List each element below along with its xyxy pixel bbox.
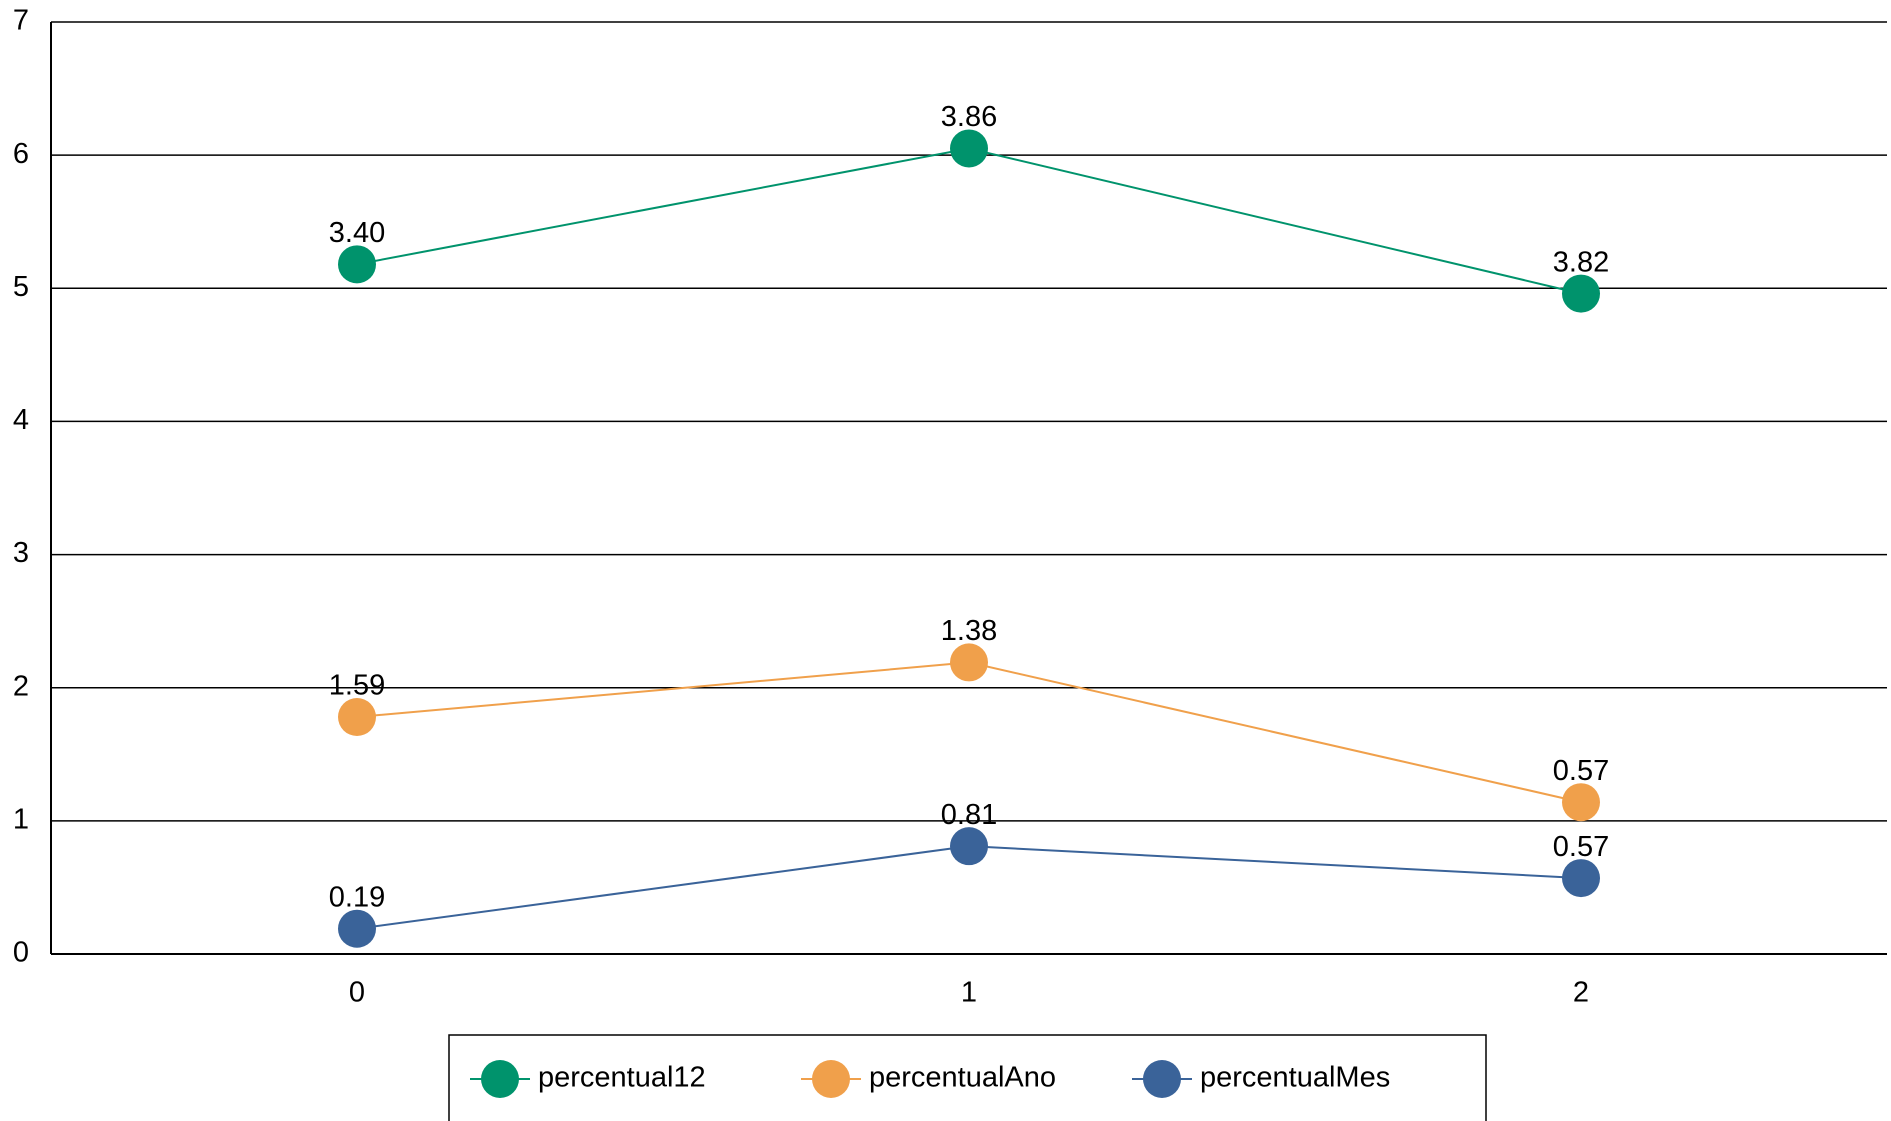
y-tick-label: 3 — [13, 537, 29, 569]
x-tick-label: 1 — [961, 977, 977, 1009]
y-tick-label: 6 — [13, 138, 29, 170]
legend-label: percentual12 — [538, 1062, 706, 1094]
marker — [338, 909, 376, 948]
series-line — [356, 147, 1582, 295]
y-tick-label: 5 — [13, 271, 29, 303]
data-label: 1.59 — [329, 670, 385, 702]
marker — [338, 698, 376, 737]
legend-marker — [1143, 1060, 1181, 1098]
data-label: 3.82 — [1553, 246, 1609, 278]
y-tick-label: 1 — [13, 804, 29, 836]
y-tick-label: 7 — [13, 5, 29, 37]
y-tick-label: 0 — [13, 937, 29, 969]
y-tick-label: 2 — [13, 670, 29, 702]
marker — [1562, 859, 1600, 898]
y-tick-label: 4 — [13, 404, 29, 436]
legend: percentual12 percentualAno percentualMes — [448, 1034, 1487, 1121]
data-label: 0.57 — [1553, 831, 1609, 863]
legend-label: percentualAno — [869, 1062, 1056, 1094]
data-label: 0.57 — [1553, 755, 1609, 787]
data-label: 3.40 — [329, 217, 385, 249]
marker — [1562, 274, 1600, 313]
marker — [1562, 783, 1600, 822]
legend-marker — [481, 1060, 519, 1098]
marker — [950, 827, 988, 866]
marker — [950, 129, 988, 168]
data-label: 3.86 — [941, 101, 997, 133]
x-tick-label: 0 — [349, 977, 365, 1009]
data-label: 0.81 — [941, 799, 997, 831]
marker — [338, 245, 376, 284]
series-line — [356, 661, 1582, 804]
legend-marker — [812, 1060, 850, 1098]
marker — [950, 643, 988, 682]
x-tick-label: 2 — [1573, 977, 1589, 1009]
data-label: 0.19 — [329, 881, 385, 913]
data-label: 1.38 — [941, 615, 997, 647]
legend-label: percentualMes — [1200, 1062, 1390, 1094]
legend-box — [448, 1034, 1487, 1121]
